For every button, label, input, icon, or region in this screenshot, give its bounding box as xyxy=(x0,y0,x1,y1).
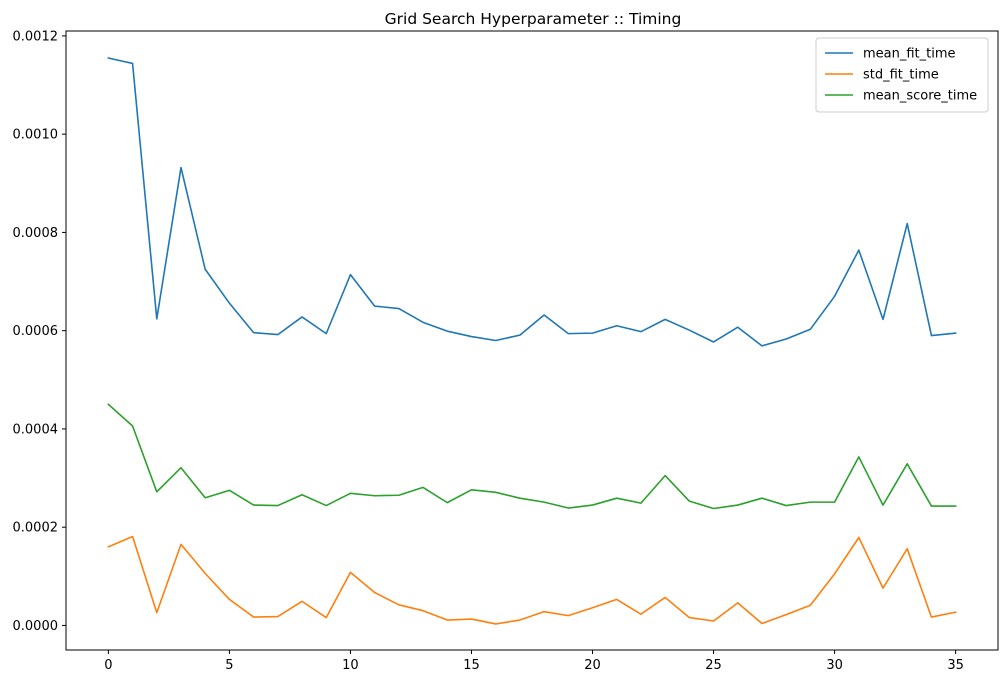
x-tick-label: 15 xyxy=(463,658,480,673)
series-line-std-fit-time xyxy=(107,535,957,625)
plot-frame xyxy=(65,30,999,651)
chart-title: Grid Search Hyperparameter :: Timing xyxy=(385,10,682,28)
x-tick-label: 0 xyxy=(104,658,112,673)
y-tick-label: 0.0006 xyxy=(13,324,59,339)
y-tick-label: 0.0000 xyxy=(13,619,59,634)
series-line-mean-fit-time xyxy=(107,57,957,347)
legend-label-mean-fit-time: mean_fit_time xyxy=(863,47,956,62)
series-line-mean-score-time xyxy=(107,403,957,510)
x-tick-label: 20 xyxy=(584,658,601,673)
x-tick-label: 35 xyxy=(947,658,964,673)
y-tick-label: 0.0012 xyxy=(13,29,59,44)
legend: mean_fit_time std_fit_time mean_score_time xyxy=(815,37,989,113)
legend-label-std-fit-time: std_fit_time xyxy=(863,68,939,83)
axes: 0 5 10 15 20 25 30 35 0.0000 0.0002 0.0004 0.0006 0.… xyxy=(13,29,999,673)
x-tick-label: 25 xyxy=(705,658,722,673)
legend-box xyxy=(815,37,989,113)
y-tick-label: 0.0002 xyxy=(13,521,59,536)
legend-label-mean-score-time: mean_score_time xyxy=(863,89,977,104)
x-tick-label: 10 xyxy=(342,658,359,673)
y-tick-label: 0.0008 xyxy=(13,226,59,241)
y-tick-label: 0.0004 xyxy=(13,422,59,437)
x-tick-label: 5 xyxy=(225,658,233,673)
x-tick-label: 30 xyxy=(826,658,843,673)
plot-lines xyxy=(107,57,957,625)
y-tick-label: 0.0010 xyxy=(13,128,59,143)
